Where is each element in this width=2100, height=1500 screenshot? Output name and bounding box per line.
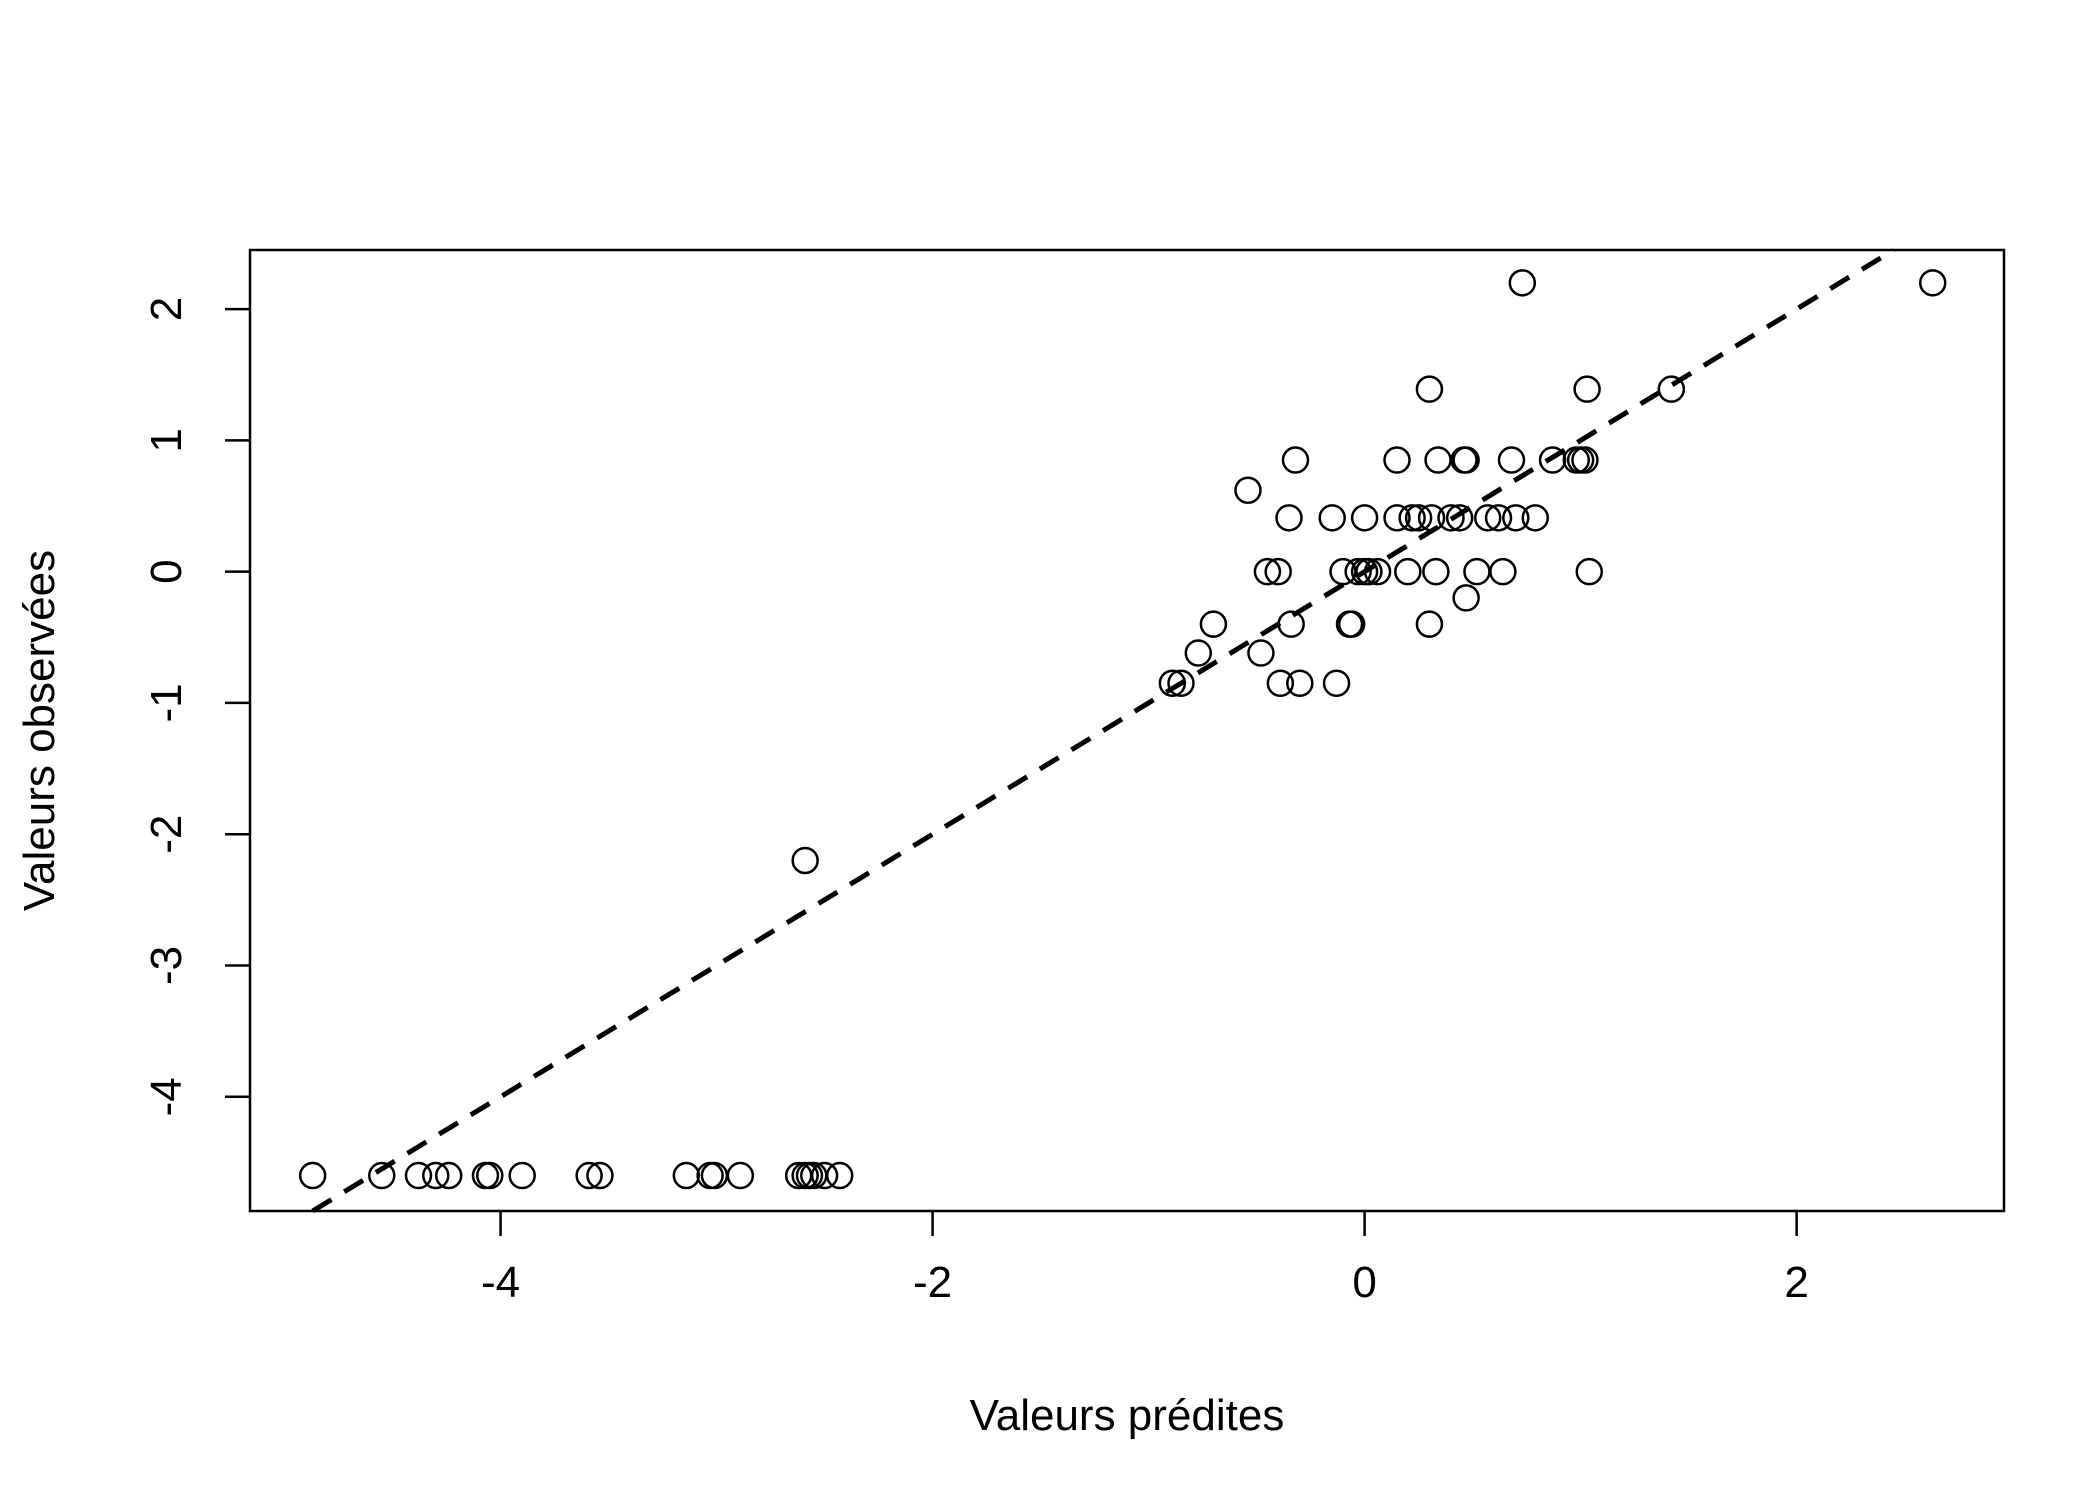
data-point xyxy=(1318,504,1346,532)
data-point xyxy=(575,1161,603,1190)
y-axis: -4 -3 -2 -1 0 1 2 xyxy=(142,297,250,1116)
data-point xyxy=(672,1161,701,1190)
y-axis-label: Valeurs observées xyxy=(15,550,64,911)
x-axis-label: Valeurs prédites xyxy=(970,1391,1285,1440)
reference-line-layer xyxy=(311,247,1896,1214)
data-point xyxy=(1275,504,1303,532)
points-layer xyxy=(298,269,1947,1190)
data-point xyxy=(1918,269,1947,297)
data-point xyxy=(1167,669,1195,697)
y-tick-label: -1 xyxy=(142,683,191,722)
reference-line xyxy=(311,247,1896,1214)
data-point xyxy=(1337,610,1366,638)
data-point xyxy=(1253,557,1282,586)
data-point xyxy=(1437,504,1465,532)
data-point xyxy=(1350,504,1379,532)
data-point xyxy=(1452,446,1480,474)
data-point xyxy=(434,1161,463,1190)
y-tick-label: 1 xyxy=(142,428,191,452)
data-point xyxy=(1184,639,1213,667)
data-point xyxy=(1363,557,1392,586)
data-point xyxy=(784,1161,813,1190)
data-point xyxy=(1571,446,1599,474)
data-point xyxy=(368,1161,396,1190)
y-tick-label: -2 xyxy=(142,815,191,854)
data-point xyxy=(298,1161,327,1190)
data-point xyxy=(1417,504,1446,532)
data-point xyxy=(1398,504,1426,532)
plot-frame xyxy=(248,248,2006,1213)
data-point xyxy=(1286,669,1314,697)
data-point xyxy=(1277,610,1305,638)
x-tick-label: -2 xyxy=(913,1258,952,1307)
data-point xyxy=(1158,669,1187,697)
data-point xyxy=(825,1161,854,1190)
data-point xyxy=(1404,504,1433,532)
data-point xyxy=(1502,504,1530,532)
data-point xyxy=(1344,557,1372,586)
data-point xyxy=(1484,504,1513,532)
x-tick-label: 2 xyxy=(1784,1258,1808,1307)
data-point xyxy=(1415,375,1444,403)
data-point xyxy=(1508,269,1537,297)
data-point xyxy=(1394,557,1422,586)
data-point xyxy=(1452,584,1480,612)
data-point xyxy=(1573,375,1601,403)
y-tick-label: 2 xyxy=(142,297,191,321)
data-point xyxy=(422,1161,450,1190)
data-point xyxy=(1445,504,1474,532)
data-point xyxy=(726,1161,755,1190)
x-axis: -4 -2 0 2 xyxy=(481,1211,1809,1307)
data-point xyxy=(1450,446,1478,474)
data-point xyxy=(1247,639,1275,667)
data-point xyxy=(1234,476,1262,504)
data-point xyxy=(404,1161,433,1190)
y-tick-label: -4 xyxy=(142,1077,191,1116)
data-point xyxy=(476,1161,504,1190)
data-point xyxy=(1383,504,1411,532)
data-point xyxy=(1489,557,1517,586)
data-point xyxy=(1266,669,1295,697)
data-point xyxy=(1281,446,1310,474)
data-point xyxy=(1575,557,1604,586)
data-point xyxy=(1264,557,1292,586)
data-point xyxy=(1383,446,1411,474)
x-tick-label: 0 xyxy=(1352,1258,1376,1307)
y-tick-label: 0 xyxy=(142,559,191,583)
y-tick-label: -3 xyxy=(142,946,191,985)
data-point xyxy=(1473,504,1502,532)
data-point xyxy=(586,1161,614,1190)
data-point xyxy=(791,846,819,875)
data-point xyxy=(1422,557,1450,586)
data-point xyxy=(1497,446,1526,474)
x-tick-label: -4 xyxy=(481,1258,520,1307)
data-point xyxy=(508,1161,536,1190)
data-point xyxy=(1657,375,1686,403)
data-point xyxy=(1335,610,1364,638)
data-point xyxy=(1463,557,1491,586)
data-point xyxy=(1322,669,1351,697)
data-point xyxy=(1355,557,1383,586)
data-point xyxy=(1199,610,1228,638)
data-point xyxy=(1521,504,1550,532)
data-point xyxy=(810,1161,839,1190)
data-point xyxy=(1415,610,1444,638)
data-point xyxy=(1424,446,1452,474)
